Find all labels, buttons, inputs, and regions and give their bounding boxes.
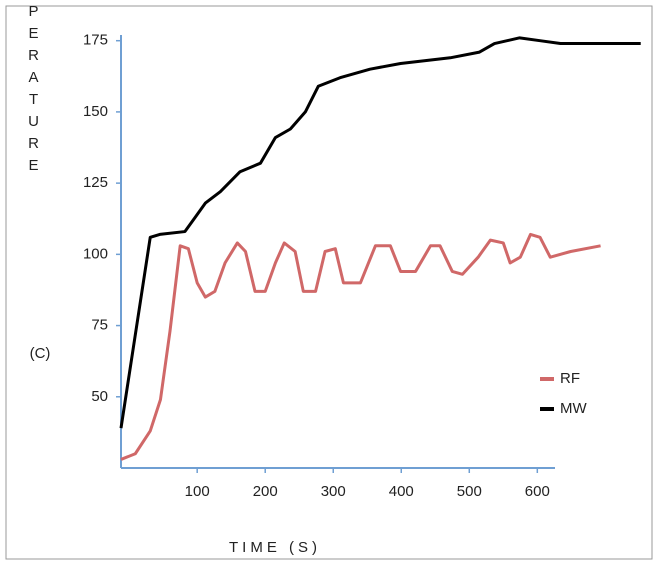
line-series [119,36,641,429]
x-axis-label: TIME (S) [229,539,321,556]
frame [5,5,653,560]
y-tick-label: 175 [83,32,108,49]
x-tick-label: 100 [185,483,210,500]
x-tick-label: 200 [253,483,278,500]
y-tick-label: 150 [83,103,108,120]
y-axis-unit: (C) [30,345,51,362]
y-axis-label: TEMPERATURE [25,0,42,179]
y-tick-label: 125 [83,174,108,191]
x-tick-label: 400 [389,483,414,500]
y-tick-label: 100 [83,245,108,262]
x-tick-label: 600 [525,483,550,500]
y-tick-label: 75 [91,317,108,334]
y-tick-label: 50 [91,388,108,405]
legend-label: MW [560,400,587,417]
x-tick-label: 500 [457,483,482,500]
legend-label: RF [560,370,580,387]
line-series [120,232,601,461]
x-tick-label: 300 [321,483,346,500]
